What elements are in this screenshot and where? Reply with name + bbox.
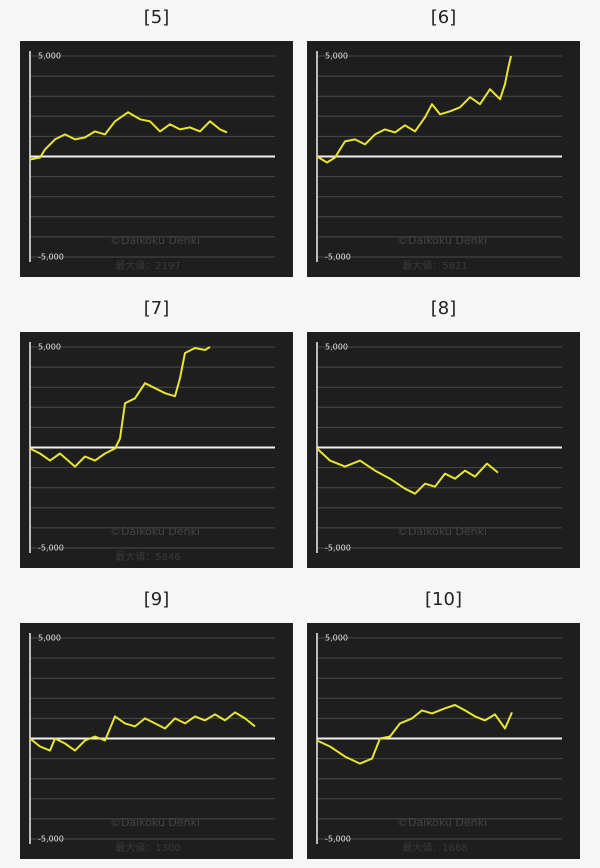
- watermark: ©Daikoku Denki: [397, 525, 487, 538]
- panel-background: [20, 41, 293, 277]
- chart-title: [5]: [144, 7, 170, 28]
- panel-background: [20, 623, 293, 859]
- chart-title: [8]: [431, 298, 457, 319]
- chart-title: [10]: [425, 589, 462, 610]
- series-line: [316, 704, 513, 765]
- max-label: 最大値：5846: [115, 550, 180, 563]
- panel-background: [307, 332, 580, 568]
- y-tick-label: -5,000: [38, 835, 64, 844]
- y-tick-label: 5,000: [325, 343, 348, 352]
- series-line: [316, 55, 512, 164]
- y-tick-label: 5,000: [38, 343, 61, 352]
- watermark: ©Daikoku Denki: [397, 234, 487, 247]
- chart-panel: 5,000 -5,000 ©Daikoku Denki 最大値：2197: [20, 41, 293, 277]
- series-line: [29, 111, 228, 161]
- y-tick-label: -5,000: [325, 544, 351, 553]
- y-tick-label: -5,000: [325, 253, 351, 262]
- watermark: ©Daikoku Denki: [110, 234, 200, 247]
- watermark: ©Daikoku Denki: [397, 816, 487, 829]
- chart-title: [6]: [431, 7, 457, 28]
- watermark: ©Daikoku Denki: [110, 816, 200, 829]
- y-tick-label: 5,000: [38, 52, 61, 61]
- max-label: 最大値：5821: [402, 259, 467, 272]
- series-line: [29, 711, 256, 752]
- y-tick-label: 5,000: [325, 634, 348, 643]
- y-tick-label: -5,000: [325, 835, 351, 844]
- y-tick-label: -5,000: [38, 253, 64, 262]
- chart-title: [7]: [144, 298, 170, 319]
- series-line: [29, 346, 211, 468]
- y-tick-label: 5,000: [38, 634, 61, 643]
- panel-background: [307, 623, 580, 859]
- max-label: 最大値：1300: [115, 841, 180, 854]
- chart-title: [9]: [144, 589, 170, 610]
- max-label: 最大値：2197: [115, 259, 180, 272]
- max-label: 最大値：1668: [402, 841, 467, 854]
- chart-panel: 5,000 -5,000 ©Daikoku Denki 最大値：5821: [307, 41, 580, 277]
- chart-panel: 5,000 -5,000 ©Daikoku Denki 最大値：1668: [307, 623, 580, 859]
- watermark: ©Daikoku Denki: [110, 525, 200, 538]
- y-tick-label: 5,000: [325, 52, 348, 61]
- y-tick-label: -5,000: [38, 544, 64, 553]
- panel-background: [307, 41, 580, 277]
- panel-background: [20, 332, 293, 568]
- chart-panel: 5,000 -5,000 ©Daikoku Denki 最大値：1300: [20, 623, 293, 859]
- chart-panel: 5,000 -5,000 ©Daikoku Denki 最大値：5846: [20, 332, 293, 568]
- chart-panel: 5,000 -5,000 ©Daikoku Denki: [307, 332, 580, 568]
- series-line: [316, 447, 499, 495]
